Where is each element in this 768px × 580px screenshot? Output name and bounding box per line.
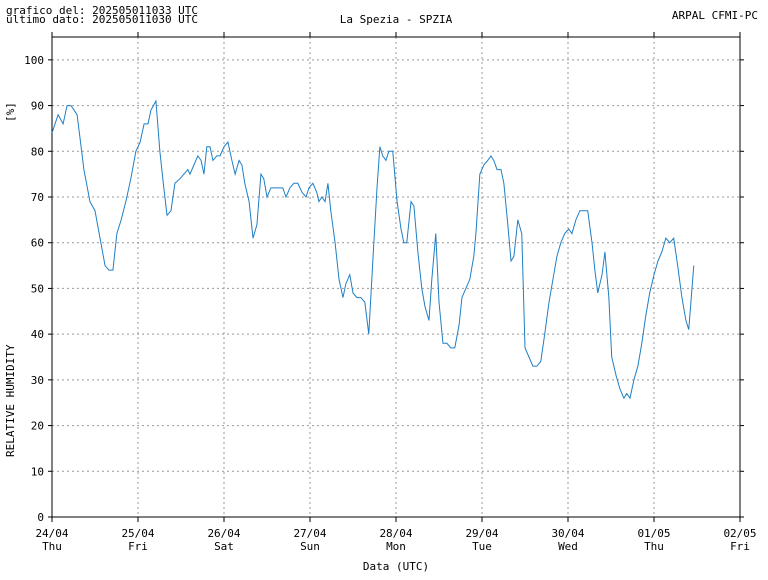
header-right: ARPAL CFMI-PC	[672, 9, 758, 22]
y-tick-label: 90	[31, 100, 44, 113]
chart-title: La Spezia - SPZIA	[340, 13, 453, 26]
x-tick-label: 02/05	[723, 527, 756, 540]
x-tick-weekday: Sat	[214, 540, 234, 553]
y-tick-label: 10	[31, 465, 44, 478]
x-tick-label: 24/04	[35, 527, 68, 540]
x-axis-label: Data (UTC)	[363, 560, 429, 573]
x-tick-label: 26/04	[207, 527, 240, 540]
y-unit: [%]	[4, 102, 17, 122]
x-tick-label: 27/04	[293, 527, 326, 540]
y-tick-label: 60	[31, 237, 44, 250]
plot-frame	[51, 36, 741, 518]
y-tick-label: 70	[31, 191, 44, 204]
x-tick-weekday: Thu	[644, 540, 664, 553]
x-tick-weekday: Mon	[386, 540, 406, 553]
y-tick-label: 80	[31, 145, 44, 158]
x-tick-weekday: Sun	[300, 540, 320, 553]
data-line	[51, 99, 695, 400]
y-axis-label: RELATIVE HUMIDITY	[4, 344, 17, 457]
x-tick-weekday: Fri	[128, 540, 148, 553]
x-tick-label: 01/05	[637, 527, 670, 540]
x-tick-weekday: Fri	[730, 540, 750, 553]
x-tick-weekday: Thu	[42, 540, 62, 553]
y-tick-label: 0	[37, 511, 44, 524]
y-tick-label: 30	[31, 374, 44, 387]
y-tick-label: 50	[31, 282, 44, 295]
y-tick-label: 100	[24, 54, 44, 67]
x-tick-label: 25/04	[121, 527, 154, 540]
header-line: grafico del: 202505011033 UTC	[6, 4, 198, 17]
x-tick-label: 28/04	[379, 527, 412, 540]
y-tick-label: 40	[31, 328, 44, 341]
x-tick-weekday: Wed	[558, 540, 578, 553]
header-line: ultimo dato: 202505011030 UTC	[6, 13, 198, 26]
y-tick-label: 20	[31, 420, 44, 433]
x-tick-label: 29/04	[465, 527, 498, 540]
x-tick-label: 30/04	[551, 527, 584, 540]
x-tick-weekday: Tue	[472, 540, 492, 553]
